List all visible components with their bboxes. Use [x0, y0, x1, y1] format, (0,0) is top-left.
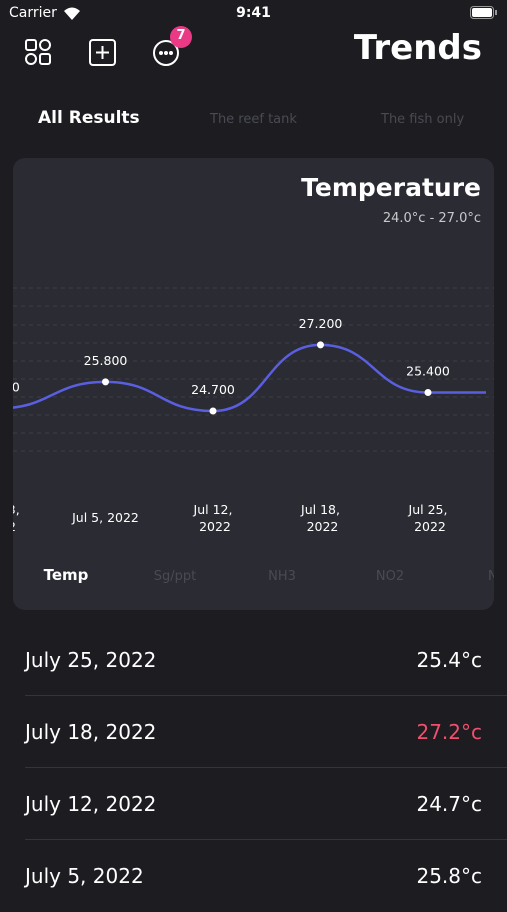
reading-row[interactable]: July 25, 2022 25.4°c: [25, 624, 482, 696]
x-tick-line: 2022: [13, 519, 16, 534]
x-tick-line: Jun 23,: [13, 502, 20, 517]
chart-tab[interactable]: NO2: [376, 569, 404, 584]
reading-date: July 5, 2022: [25, 864, 144, 888]
point: [209, 407, 217, 415]
chart-subtitle: 24.0°c - 27.0°c: [383, 211, 481, 226]
filter-tab[interactable]: The fish only: [381, 112, 465, 127]
x-tick-line: 2022: [303, 519, 339, 534]
x-tick-line: 2022: [410, 519, 446, 534]
x-tick-label: Jul 18, 2022: [300, 502, 340, 534]
line: [13, 343, 486, 413]
value-label: 25.400: [406, 364, 450, 379]
chart-title: Temperature: [301, 173, 481, 202]
point: [102, 378, 109, 386]
wifi-icon: [64, 7, 80, 20]
point: [424, 389, 432, 396]
value-label: 25.800: [84, 353, 128, 368]
reading-date: July 25, 2022: [25, 648, 157, 672]
x-tick-label: Jul 25, 2022: [408, 502, 448, 534]
separator: [25, 767, 507, 768]
chart-tab[interactable]: Temp: [44, 566, 89, 584]
reading-value: 24.7°c: [416, 792, 482, 816]
x-tick-line: Jul 12,: [193, 502, 233, 517]
reading-row[interactable]: July 5, 2022 25.8°c: [25, 840, 482, 912]
reading-date: July 18, 2022: [25, 720, 157, 744]
x-tick-line: Jul 18,: [300, 502, 340, 517]
reading-value: 25.4°c: [416, 648, 482, 672]
battery-icon: [470, 6, 497, 19]
x-tick-label: Jun 23, 2022: [13, 502, 20, 534]
add-button[interactable]: [88, 38, 118, 68]
x-tick-line: Jul 25,: [408, 502, 448, 517]
page-title: Trends: [353, 28, 482, 68]
reading-date: July 12, 2022: [25, 792, 157, 816]
chart: Temperature 24.0°c - 27.0°c 24.800 25.800…: [13, 173, 494, 584]
carrier: Carrier: [9, 5, 57, 21]
separator: [25, 695, 507, 696]
value-label: 24.700: [191, 382, 235, 397]
reading-value: 27.2°c: [416, 720, 482, 744]
chart-tab[interactable]: NH3: [268, 569, 296, 584]
reading-row[interactable]: July 18, 2022 27.2°c: [25, 696, 482, 768]
x-tick-label: Jul 12, 2022: [193, 502, 233, 534]
value-label: 24.800: [13, 379, 20, 394]
grid-button[interactable]: [24, 38, 54, 68]
separator: [25, 839, 507, 840]
badge: 7: [176, 28, 186, 43]
filter-tab[interactable]: The reef tank: [210, 112, 297, 127]
clock: 9:41: [236, 5, 271, 21]
background-lines: [13, 287, 494, 452]
chart-tab[interactable]: NO3: [488, 569, 494, 584]
chart-tab[interactable]: Sg/ppt: [154, 569, 197, 584]
x-tick-line: 2022: [195, 519, 231, 534]
more-button[interactable]: [150, 24, 198, 70]
reading-value: 25.8°c: [416, 864, 482, 888]
point: [317, 341, 324, 349]
filter-tab[interactable]: All Results: [38, 108, 140, 128]
value-label: 27.200: [299, 316, 343, 331]
reading-row[interactable]: July 12, 2022 24.7°c: [25, 768, 482, 840]
chart-card: Temperature 24.0°c - 27.0°c 24.800 25.800…: [13, 158, 494, 610]
x-tick-label: Jul 5, 2022: [71, 510, 139, 525]
